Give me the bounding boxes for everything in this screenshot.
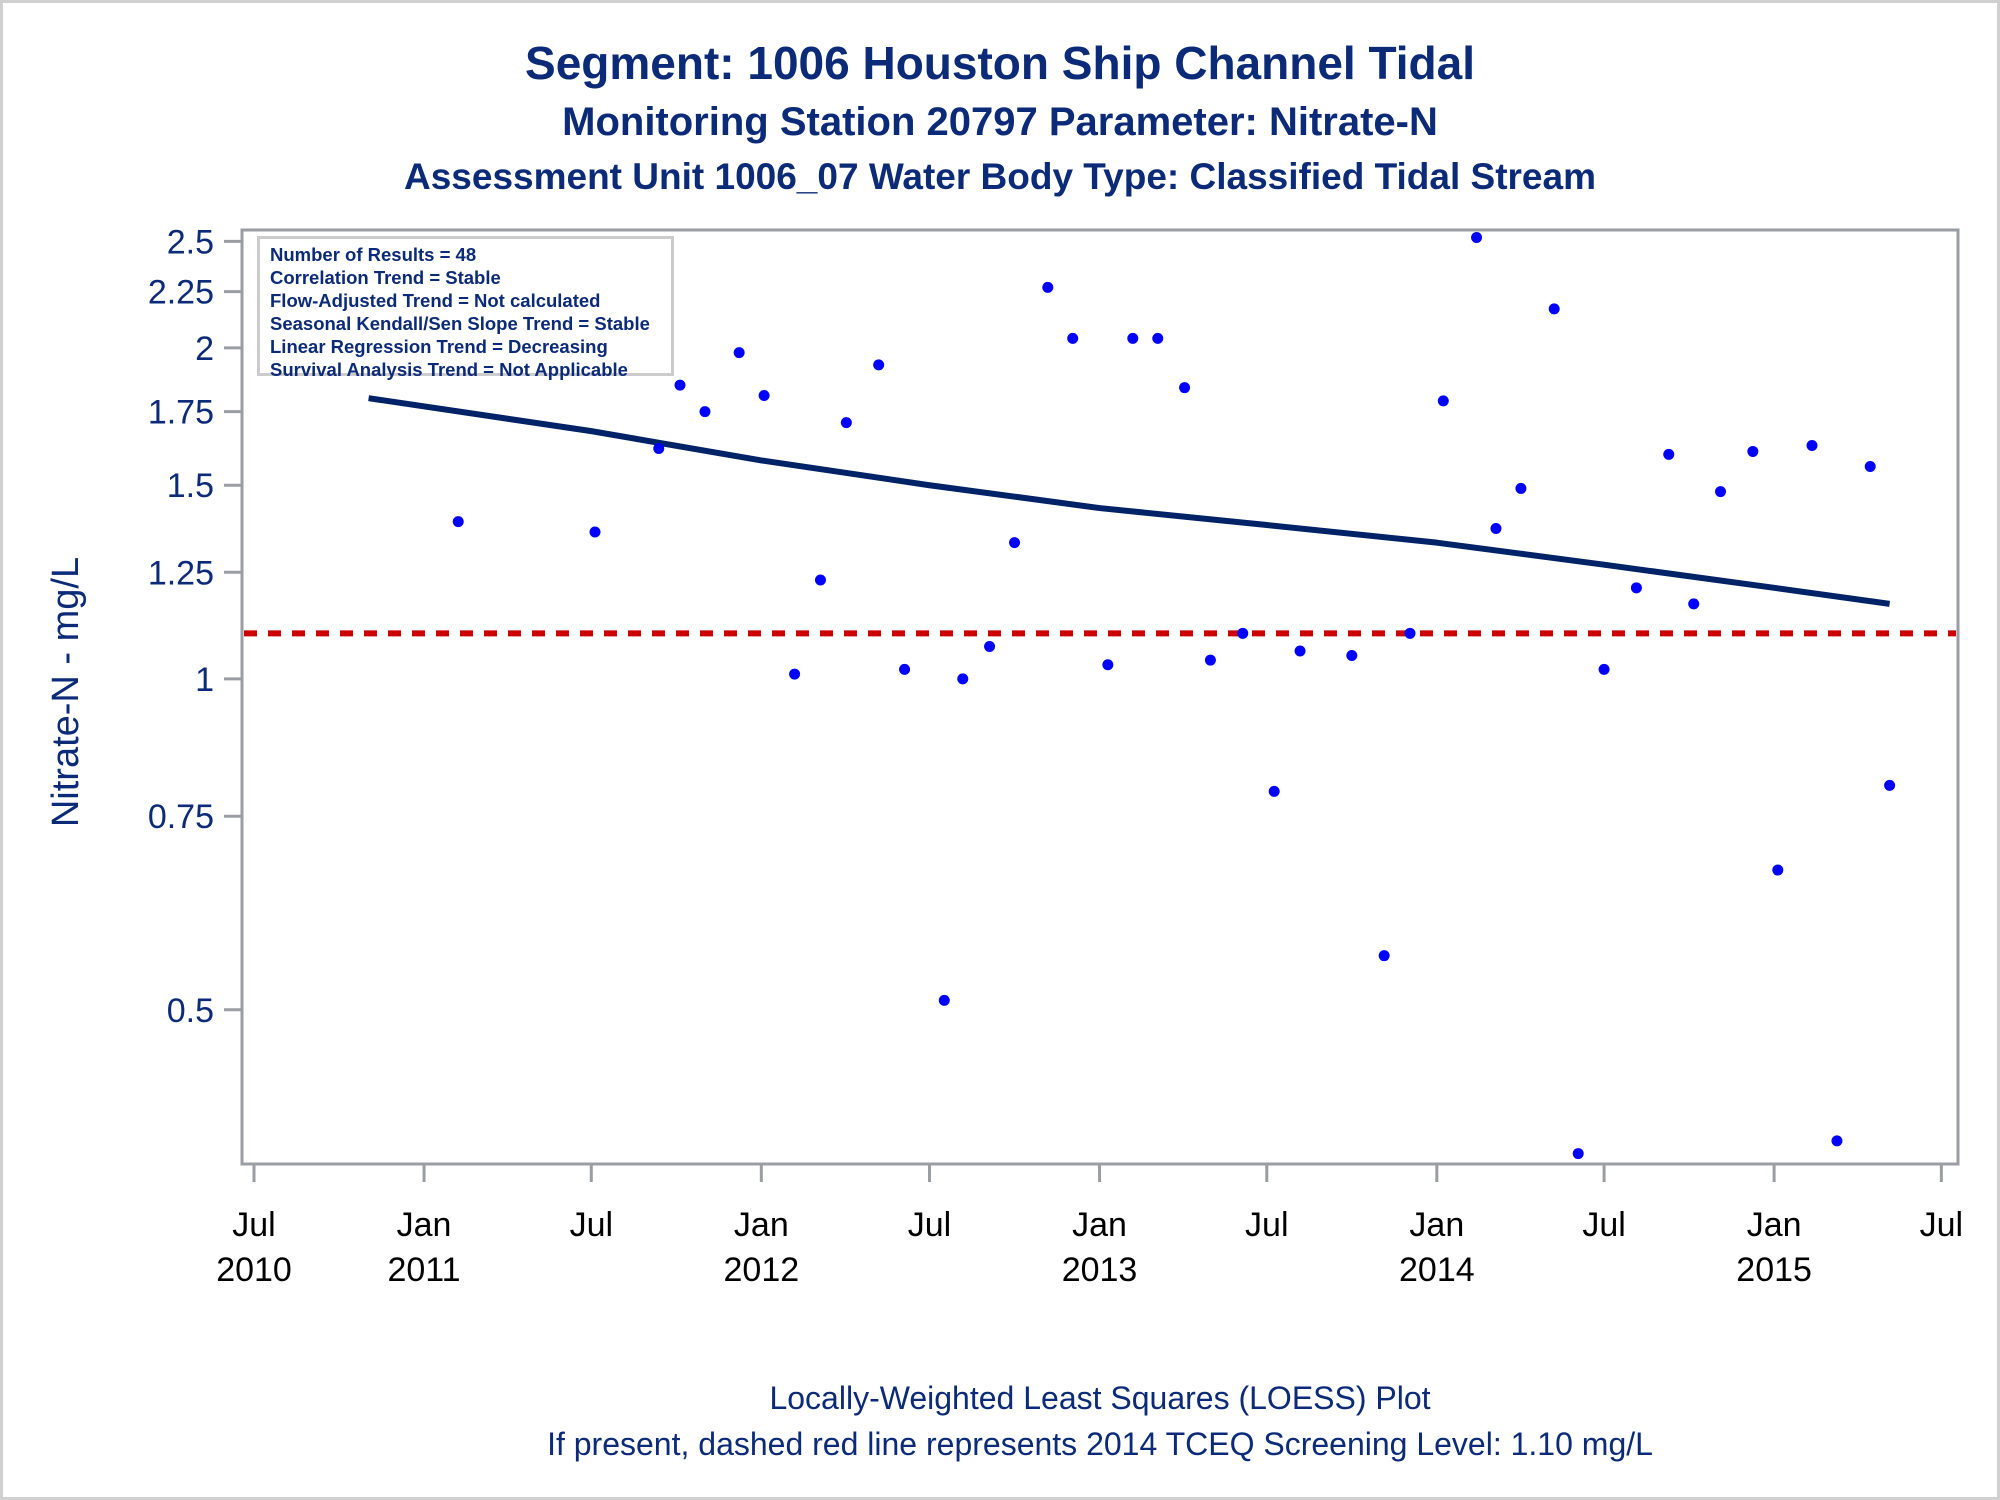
loess-series bbox=[368, 395, 1891, 607]
data-point bbox=[938, 994, 950, 1006]
data-point bbox=[1471, 232, 1483, 244]
y-tick-label: 2.25 bbox=[148, 274, 214, 312]
data-point bbox=[1515, 482, 1527, 494]
data-point bbox=[1009, 537, 1021, 549]
data-point bbox=[1204, 654, 1216, 666]
x-tick-label-month: Jan bbox=[1409, 1206, 1464, 1244]
axis-labels: 0.5 0.75 1 1.25 1.5 1.75 2 2.25 2.5 Jul 2010 Jan 201… bbox=[45, 223, 1963, 1289]
data-point bbox=[1630, 582, 1642, 594]
x-tick-label-month: Jul bbox=[908, 1206, 951, 1244]
x-tick-label-month: Jul bbox=[1245, 1206, 1288, 1244]
data-point bbox=[899, 663, 911, 675]
x-tick-label-month: Jul bbox=[1582, 1206, 1625, 1244]
data-point bbox=[1490, 523, 1502, 535]
y-tick-label: 1.75 bbox=[148, 394, 214, 432]
data-point bbox=[1688, 598, 1700, 610]
x-tick-label-year: 2012 bbox=[724, 1251, 800, 1289]
data-point bbox=[1346, 650, 1358, 662]
data-point bbox=[1831, 1135, 1843, 1147]
axes bbox=[224, 228, 1960, 1182]
y-tick-label: 1 bbox=[195, 661, 214, 699]
data-point bbox=[1152, 332, 1164, 344]
x-tick-label-month: Jan bbox=[734, 1206, 789, 1244]
data-point bbox=[758, 390, 770, 402]
data-point bbox=[1884, 779, 1896, 791]
legend-item-number-of-results: Number of Results = 48 bbox=[270, 244, 477, 265]
data-point bbox=[840, 417, 852, 429]
data-point bbox=[1806, 440, 1818, 452]
x-tick-label-month: Jul bbox=[232, 1206, 275, 1244]
data-point bbox=[789, 668, 801, 680]
data-point bbox=[1663, 448, 1675, 460]
y-tick-label: 1.5 bbox=[167, 467, 214, 505]
chart-subtitle-assessment: Assessment Unit 1006_07 Water Body Type:… bbox=[404, 156, 1596, 197]
legend-item-survival-analysis-trend: Survival Analysis Trend = Not Applicable bbox=[270, 359, 628, 380]
legend-item-linear-regression-trend: Linear Regression Trend = Decreasing bbox=[270, 336, 608, 357]
x-tick-label-month: Jul bbox=[570, 1206, 613, 1244]
data-point bbox=[1715, 486, 1727, 498]
data-point bbox=[1404, 627, 1416, 639]
data-point bbox=[589, 526, 601, 538]
legend-item-flow-adjusted-trend: Flow-Adjusted Trend = Not calculated bbox=[270, 290, 601, 311]
trend-legend-box: Number of Results = 48 Correlation Trend… bbox=[257, 236, 674, 380]
data-point bbox=[674, 379, 686, 391]
chart-title: Segment: 1006 Houston Ship Channel Tidal bbox=[525, 37, 1475, 89]
data-point bbox=[1864, 461, 1876, 473]
data-point bbox=[1294, 645, 1306, 657]
data-point bbox=[1572, 1148, 1584, 1160]
x-tick-label-month: Jan bbox=[397, 1206, 452, 1244]
y-tick-label: 1.25 bbox=[148, 554, 214, 592]
x-tick-label-year: 2010 bbox=[216, 1251, 292, 1289]
x-tick-label-month: Jan bbox=[1747, 1206, 1802, 1244]
data-point bbox=[1747, 445, 1759, 457]
x-tick-label-year: 2011 bbox=[387, 1251, 460, 1289]
legend-item-correlation-trend: Correlation Trend = Stable bbox=[270, 267, 501, 288]
data-point bbox=[1437, 395, 1449, 407]
data-point bbox=[1772, 864, 1784, 876]
data-point bbox=[653, 442, 665, 454]
data-point bbox=[1378, 950, 1390, 962]
data-point bbox=[984, 641, 996, 653]
x-tick-label-year: 2015 bbox=[1736, 1251, 1812, 1289]
data-point bbox=[957, 673, 969, 685]
data-point bbox=[873, 359, 885, 371]
x-tick-label-year: 2013 bbox=[1062, 1251, 1138, 1289]
y-tick-label: 2.5 bbox=[167, 223, 214, 261]
y-tick-label: 2 bbox=[195, 330, 214, 368]
y-tick-label: 0.5 bbox=[167, 992, 214, 1030]
data-point bbox=[699, 406, 711, 418]
footnote-screening-level: If present, dashed red line represents 2… bbox=[547, 1426, 1653, 1462]
x-tick-label-year: 2014 bbox=[1399, 1251, 1475, 1289]
data-point bbox=[814, 574, 826, 586]
loess-line bbox=[368, 395, 1891, 607]
legend-item-seasonal-kendall-trend: Seasonal Kendall/Sen Slope Trend = Stabl… bbox=[270, 313, 650, 334]
data-point bbox=[1042, 281, 1054, 293]
data-point bbox=[1127, 332, 1139, 344]
x-tick-label-month: Jan bbox=[1072, 1206, 1127, 1244]
data-point bbox=[1102, 659, 1114, 671]
data-point bbox=[1179, 382, 1191, 394]
footnote-loess: Locally-Weighted Least Squares (LOESS) P… bbox=[769, 1380, 1431, 1416]
x-tick-label-month: Jul bbox=[1920, 1206, 1963, 1244]
data-point bbox=[1268, 785, 1280, 797]
data-point bbox=[452, 516, 464, 528]
y-axis-title: Nitrate-N - mg/L bbox=[45, 557, 87, 827]
chart-subtitle-station: Monitoring Station 20797 Parameter: Nitr… bbox=[562, 100, 1438, 144]
data-point bbox=[1067, 332, 1079, 344]
data-point bbox=[1237, 627, 1249, 639]
y-tick-label: 0.75 bbox=[148, 798, 214, 836]
data-point bbox=[1548, 303, 1560, 315]
data-point bbox=[1598, 663, 1610, 675]
data-point bbox=[733, 347, 745, 359]
